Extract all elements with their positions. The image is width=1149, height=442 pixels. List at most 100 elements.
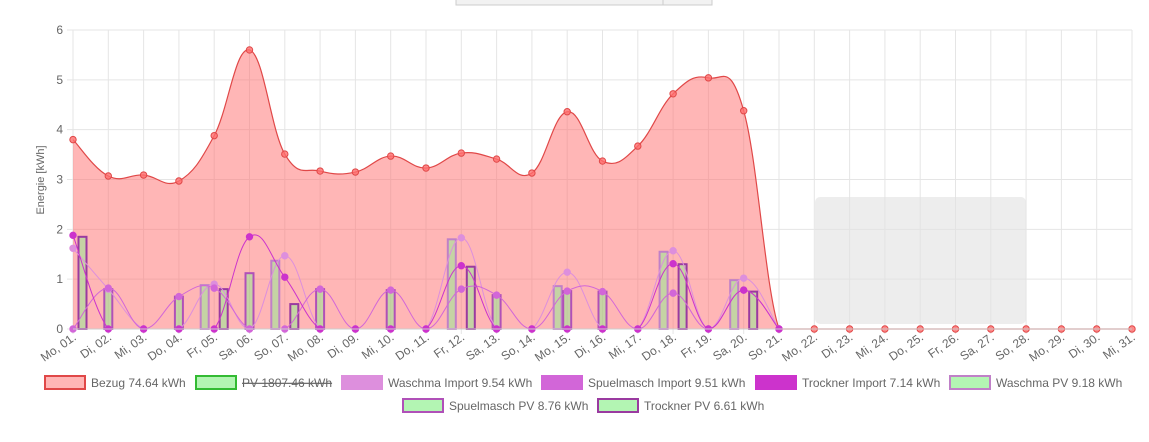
x-tick-label: So, 21. (746, 330, 785, 363)
bar (562, 290, 573, 331)
legend-label: Trockner Import 7.14 kWh (802, 376, 940, 390)
x-tick-label: Fr, 26. (925, 330, 961, 361)
x-tick-label: Sa, 27. (957, 330, 996, 363)
point (69, 135, 77, 144)
point (69, 231, 77, 240)
legend-label: Spuelmasch Import 9.51 kWh (588, 376, 745, 390)
x-tick-label: So, 14. (498, 330, 537, 363)
point (422, 164, 430, 172)
bar (173, 295, 184, 331)
x-tick-label: Fr, 12. (431, 330, 467, 361)
x-tick-label: Mi, 10. (359, 330, 397, 362)
y-tick-label: 3 (56, 173, 63, 187)
x-tick-label: Mi, 17. (606, 330, 644, 362)
point (704, 74, 713, 82)
y-tick-label: 2 (56, 222, 63, 236)
point (669, 90, 677, 98)
y-tick-label: 0 (56, 322, 63, 336)
point (669, 289, 677, 297)
legend-swatch (341, 375, 383, 390)
point (669, 260, 677, 268)
point (175, 177, 183, 185)
tooltip-overlay (815, 197, 1026, 324)
top-control[interactable] (455, 0, 713, 6)
legend-swatch (949, 375, 991, 390)
x-tick-label: Mi, 31. (1100, 330, 1138, 362)
x-tick-label: Fr, 05. (184, 330, 220, 361)
x-tick-label: Sa, 13. (463, 330, 502, 363)
point (351, 168, 360, 176)
area (73, 49, 1132, 330)
point (139, 171, 148, 179)
x-tick-label: Di, 23. (819, 330, 855, 361)
point (563, 268, 571, 276)
legend-swatch (44, 375, 86, 390)
bar (244, 272, 255, 331)
x-tick-label: Sa, 06. (216, 330, 255, 363)
x-tick-label: Fr, 19. (678, 330, 714, 361)
bar (658, 250, 669, 330)
bar (289, 303, 300, 331)
point (245, 46, 254, 54)
bar (597, 290, 608, 330)
legend-swatch (755, 375, 797, 390)
x-tick-label: Do, 11. (393, 330, 432, 363)
point (634, 142, 642, 150)
point (740, 107, 748, 115)
point (316, 285, 324, 293)
point (210, 284, 218, 292)
x-tick-label: Do, 18. (639, 330, 679, 364)
x-tick-label: Mo, 22. (779, 330, 820, 364)
point (598, 157, 607, 165)
x-tick-label: Mo, 15. (532, 330, 573, 364)
legend-swatch (195, 375, 237, 390)
x-tick-label: Di, 09. (325, 330, 361, 361)
legend-label: PV 1807.46 kWh (242, 376, 332, 390)
y-axis-label: Energie [kWh] (35, 145, 47, 214)
x-tick-label: Di, 02. (78, 330, 114, 361)
point (316, 167, 324, 175)
legend-swatch (402, 398, 444, 413)
point (387, 152, 395, 160)
x-tick-label: Mo, 29. (1026, 330, 1067, 364)
bar (315, 288, 326, 330)
bar (552, 285, 563, 331)
point (210, 131, 218, 140)
x-tick-label: Di, 16. (572, 330, 608, 361)
point (457, 149, 465, 157)
point (104, 284, 113, 292)
x-tick-label: Sa, 20. (710, 330, 749, 363)
y-tick-label: 6 (56, 23, 63, 37)
x-tick-label: Di, 30. (1066, 330, 1102, 361)
point (457, 234, 465, 242)
bar (270, 259, 281, 330)
x-tick-label: So, 28. (993, 330, 1032, 363)
bar (385, 289, 396, 331)
point (175, 292, 183, 301)
point (740, 274, 748, 282)
point (457, 285, 465, 293)
point (387, 286, 395, 294)
point (492, 155, 501, 163)
legend-label: Bezug 74.64 kWh (91, 376, 186, 390)
x-tick-label: Do, 25. (886, 330, 926, 364)
x-tick-label: Do, 04. (145, 330, 185, 364)
point (281, 252, 289, 260)
x-tick-label: Mi, 03. (112, 330, 150, 362)
bar (729, 279, 740, 330)
point (528, 169, 536, 177)
x-tick-label: Mo, 08. (285, 330, 326, 364)
x-tick-label: So, 07. (251, 330, 290, 363)
point (69, 244, 77, 252)
legend-swatch (541, 375, 583, 390)
point (563, 108, 571, 116)
point (740, 286, 748, 294)
bar (446, 238, 457, 330)
point (598, 287, 607, 296)
bar (199, 284, 210, 330)
legend-swatch (597, 398, 639, 413)
y-tick-label: 5 (56, 73, 63, 87)
point (492, 291, 501, 299)
y-tick-label: 1 (56, 272, 63, 286)
